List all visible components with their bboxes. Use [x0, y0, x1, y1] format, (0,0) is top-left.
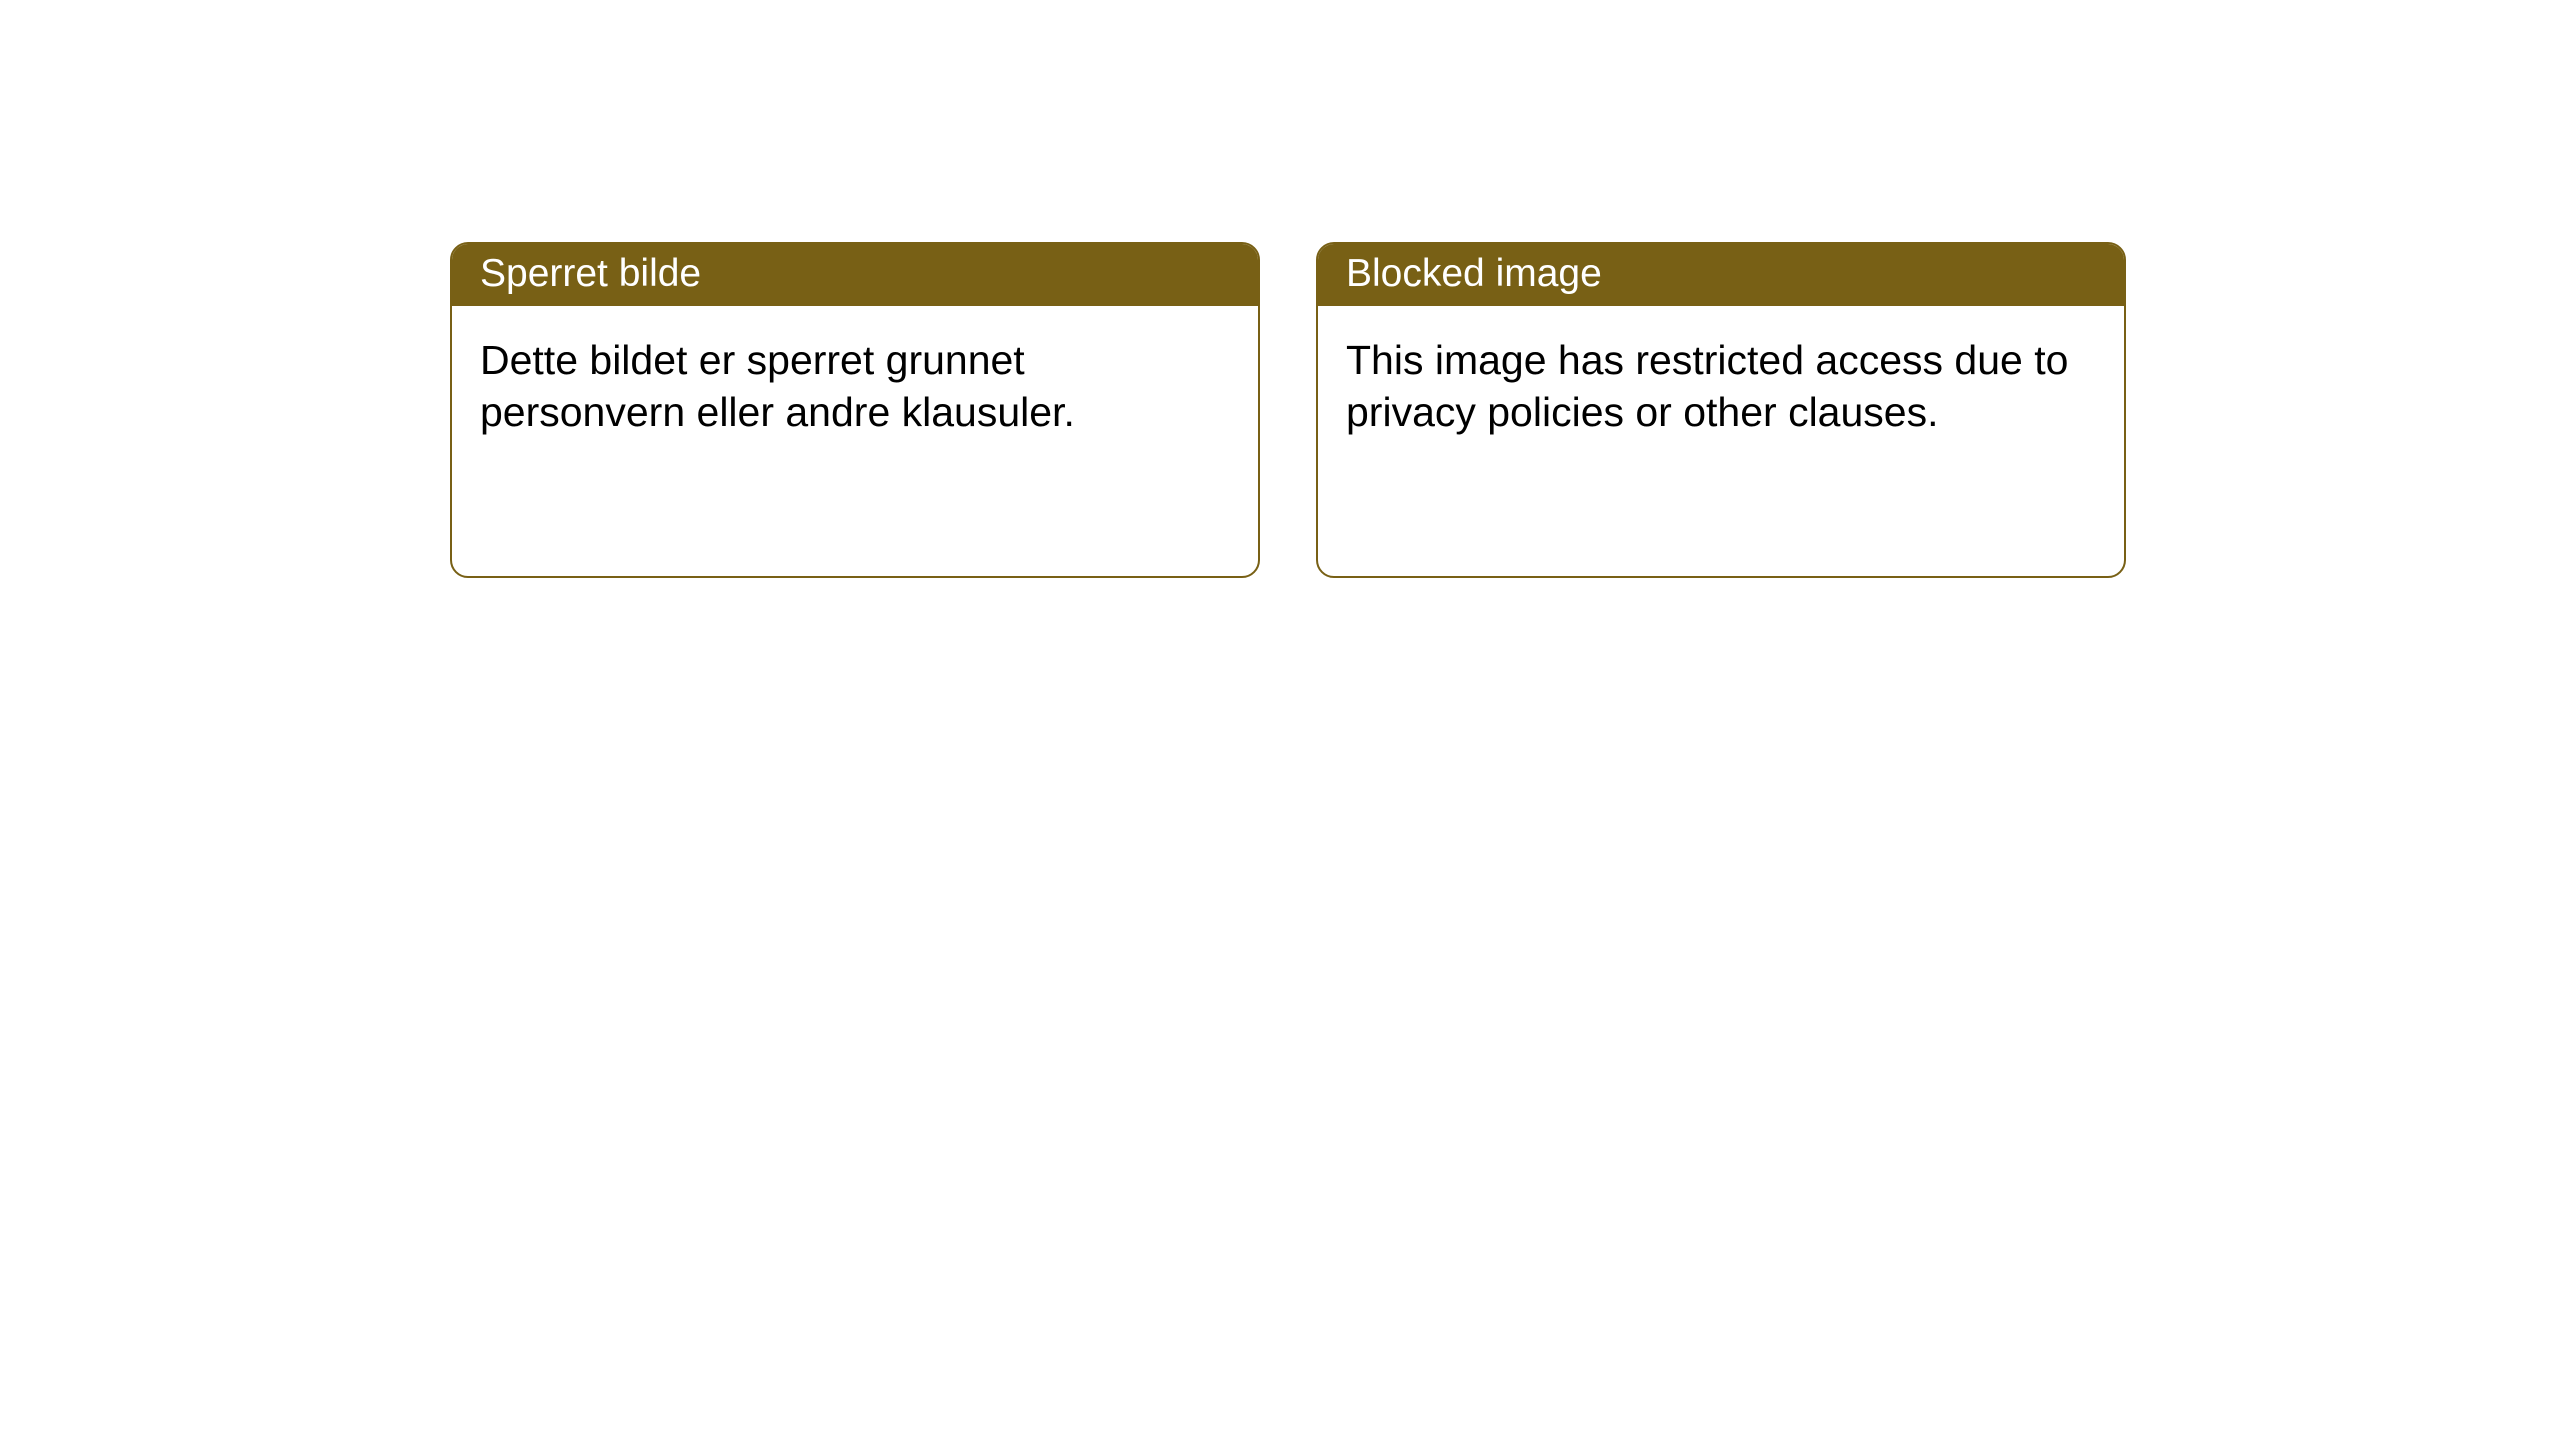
notice-header-no: Sperret bilde	[452, 244, 1258, 306]
notice-body-en: This image has restricted access due to …	[1318, 306, 2124, 466]
notice-text-en: This image has restricted access due to …	[1346, 337, 2068, 435]
notice-body-no: Dette bildet er sperret grunnet personve…	[452, 306, 1258, 466]
notice-header-en: Blocked image	[1318, 244, 2124, 306]
notice-card-en: Blocked image This image has restricted …	[1316, 242, 2126, 578]
notice-card-no: Sperret bilde Dette bildet er sperret gr…	[450, 242, 1260, 578]
notice-text-no: Dette bildet er sperret grunnet personve…	[480, 337, 1075, 435]
notice-title-en: Blocked image	[1346, 252, 1602, 295]
notice-cards-container: Sperret bilde Dette bildet er sperret gr…	[450, 242, 2126, 578]
notice-title-no: Sperret bilde	[480, 252, 701, 295]
